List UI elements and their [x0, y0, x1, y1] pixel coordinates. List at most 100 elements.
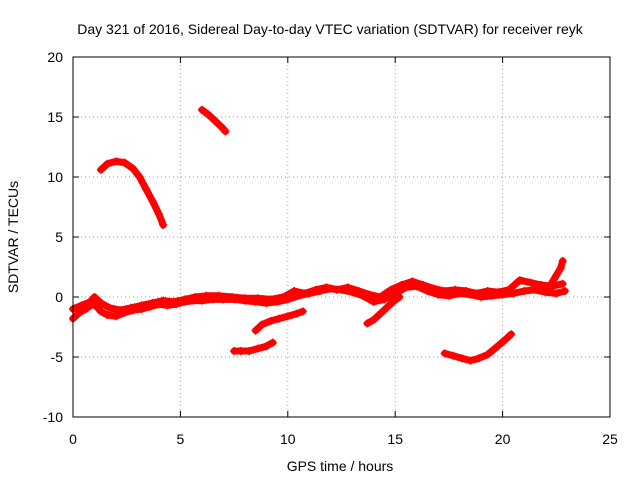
- data-point-marker: [262, 342, 271, 351]
- data-point-marker: [142, 185, 151, 193]
- data-point-marker: [268, 338, 277, 347]
- data-point-marker: [483, 287, 492, 295]
- data-point-marker: [217, 122, 226, 131]
- data-point-marker: [300, 289, 309, 298]
- x-tick-label: 20: [495, 431, 511, 447]
- data-point-marker: [558, 279, 567, 288]
- data-point-marker: [440, 349, 449, 358]
- y-tick-label: 20: [47, 49, 63, 65]
- data-point-marker: [397, 281, 406, 289]
- data-point-marker: [500, 336, 509, 345]
- data-point-marker: [466, 356, 475, 365]
- data-point-marker: [266, 295, 275, 304]
- series-band: [548, 257, 567, 287]
- data-point-marker: [96, 299, 105, 307]
- series-layer: [69, 105, 569, 365]
- x-tick-label: 15: [387, 431, 403, 447]
- data-point-marker: [298, 307, 307, 316]
- data-point-marker: [86, 297, 95, 306]
- data-point-marker: [148, 299, 157, 307]
- data-point-marker: [236, 347, 245, 355]
- data-point-marker: [137, 301, 146, 310]
- data-point-marker: [408, 277, 417, 286]
- data-point-marker: [191, 293, 200, 301]
- data-point-marker: [227, 293, 236, 301]
- ticks: [72, 56, 611, 418]
- y-tick-label: -5: [51, 349, 64, 365]
- data-point-marker: [492, 343, 501, 352]
- data-point-marker: [245, 347, 254, 355]
- data-point-marker: [552, 271, 561, 280]
- series-main-band-upper: [69, 276, 567, 315]
- x-tick-label: 25: [602, 431, 618, 447]
- tick-labels: 0 5 10 15 20 25 -10 -5 0 5 10 15 20: [43, 49, 618, 447]
- data-point-marker: [90, 293, 99, 301]
- data-point-marker: [537, 281, 546, 289]
- data-point-marker: [169, 297, 178, 306]
- data-point-marker: [180, 295, 189, 304]
- data-point-marker: [266, 317, 275, 325]
- data-point-marker: [240, 294, 249, 303]
- data-point-marker: [283, 312, 292, 321]
- data-point-marker: [376, 293, 385, 301]
- data-point-marker: [365, 290, 374, 299]
- data-point-marker: [292, 309, 301, 318]
- data-point-marker: [560, 287, 569, 295]
- data-point-marker: [105, 303, 114, 312]
- data-point-marker: [556, 264, 565, 273]
- data-point-marker: [253, 344, 262, 353]
- data-point-marker: [210, 116, 219, 125]
- data-point-marker: [333, 285, 342, 294]
- data-point-marker: [483, 350, 492, 359]
- data-point-marker: [221, 127, 230, 136]
- series-band: [97, 157, 167, 229]
- x-tick-label: 0: [69, 431, 77, 447]
- data-point-marker: [449, 351, 458, 360]
- data-point-marker: [96, 165, 105, 174]
- x-tick-label: 10: [280, 431, 296, 447]
- data-point-marker: [386, 285, 395, 294]
- data-point-marker: [275, 314, 284, 323]
- data-point-marker: [343, 283, 352, 292]
- data-point-marker: [159, 221, 168, 229]
- data-point-marker: [548, 278, 557, 287]
- series-arc-2: [197, 105, 230, 136]
- series-arc-6: [548, 257, 567, 287]
- data-point-marker: [451, 285, 460, 294]
- data-point-marker: [505, 285, 514, 294]
- data-point-marker: [520, 287, 529, 295]
- series-arc-1: [96, 157, 168, 229]
- data-point-marker: [129, 164, 138, 173]
- series-arc-3: [230, 338, 277, 355]
- data-point-marker: [111, 157, 120, 166]
- data-point-marker: [354, 287, 363, 295]
- data-point-marker: [526, 278, 535, 287]
- data-point-marker: [92, 302, 101, 311]
- data-point-marker: [429, 284, 438, 293]
- data-point-marker: [135, 173, 144, 181]
- data-point-marker: [96, 307, 105, 316]
- data-point-marker: [440, 287, 449, 295]
- data-point-marker: [126, 303, 135, 312]
- y-tick-label: 15: [47, 109, 63, 125]
- data-point-marker: [509, 289, 518, 298]
- data-point-marker: [395, 293, 404, 301]
- series-arc-5: [440, 330, 516, 365]
- chart-title: Day 321 of 2016, Sidereal Day-to-day VTE…: [77, 21, 583, 37]
- data-point-marker: [103, 311, 112, 319]
- y-tick-label: 10: [47, 169, 63, 185]
- data-point-marker: [541, 288, 550, 297]
- data-point-marker: [462, 287, 471, 295]
- y-tick-label: 0: [55, 289, 63, 305]
- data-point-marker: [279, 293, 288, 301]
- data-point-marker: [311, 285, 320, 294]
- data-point-marker: [148, 197, 157, 205]
- series-arc-4: [251, 307, 307, 335]
- data-point-marker: [515, 276, 524, 285]
- data-point-marker: [103, 159, 112, 168]
- data-point-marker: [253, 294, 262, 303]
- data-point-marker: [419, 281, 428, 289]
- data-point-marker: [202, 291, 211, 300]
- data-point-marker: [376, 309, 385, 318]
